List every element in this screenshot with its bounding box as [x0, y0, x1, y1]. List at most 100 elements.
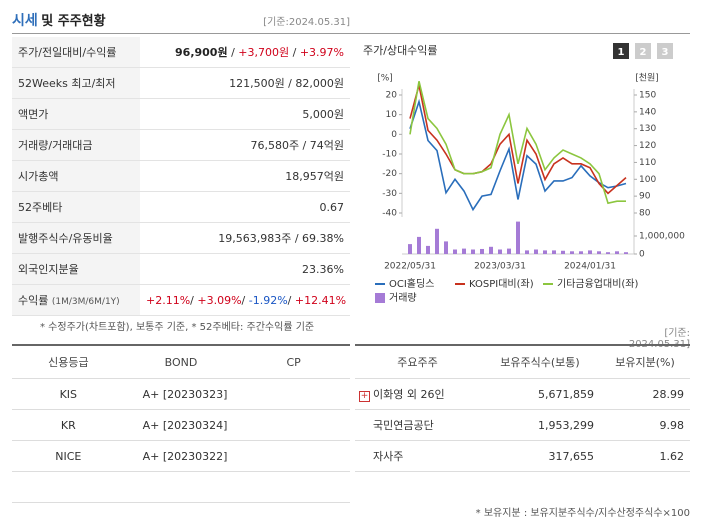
volume-bar: [534, 249, 538, 254]
quote-value: 23.36%: [302, 262, 344, 276]
column-header: CP: [237, 345, 350, 379]
x-tick-label: 2023/03/31: [474, 262, 526, 272]
quote-label: 수익률: [18, 294, 49, 307]
tab[interactable]: [635, 43, 651, 59]
quote-value: /: [241, 293, 249, 307]
credit-cell: KR: [12, 409, 125, 441]
y-tick-label: 20: [386, 91, 398, 101]
credit-cell: A+ [20230324]: [124, 409, 238, 441]
quote-row: 액면가 5,000원: [12, 98, 350, 130]
series-line: [409, 98, 627, 212]
quote-label-cell: 외국인지분율: [12, 253, 140, 285]
y2-tick-label: 80: [639, 209, 651, 219]
quote-value: 76,580주 / 74억원: [250, 139, 344, 152]
expand-icon[interactable]: +: [359, 391, 370, 402]
quote-value: +3.97%: [299, 46, 344, 59]
quote-label: 주가/전일대비/수익률: [18, 46, 117, 59]
quote-value: +3.09%: [197, 293, 242, 307]
quote-value-cell: 18,957억원: [140, 160, 350, 192]
volume-bar: [525, 250, 529, 254]
volume-bar: [552, 250, 556, 254]
y2-tick-label: 120: [639, 141, 656, 151]
credit-row: KR A+ [20230324]: [12, 409, 350, 441]
legend-label: 기타금융업대비(좌): [557, 277, 639, 290]
holder-row: 자사주 317,655 1.62: [355, 440, 690, 472]
holders-note: * 보유지분 : 보유지분주식수/지수산정주식수×100: [475, 508, 690, 519]
holder-shares: 317,655: [480, 440, 600, 472]
quote-value: /: [227, 46, 239, 59]
volume-bar: [489, 246, 493, 254]
tab-label: 1: [618, 47, 625, 58]
quote-label: 액면가: [18, 108, 49, 121]
quote-value-cell: 96,900원 / +3,700원 / +3.97%: [140, 37, 350, 68]
quote-label-cell: 주가/전일대비/수익률: [12, 37, 140, 68]
volume-bar: [426, 245, 430, 254]
holder-shares: 1,953,299: [480, 409, 600, 441]
holder-name: 이화영 외 26인: [373, 388, 445, 401]
series-line: [409, 81, 626, 205]
quote-value: /: [287, 293, 295, 307]
volume-bar: [570, 251, 574, 254]
holder-row: + 이화영 외 26인 5,671,859 28.99: [355, 378, 690, 410]
volume-bar: [444, 241, 448, 254]
volume-bar: [507, 248, 511, 254]
holder-name-cell: 국민연금공단: [355, 409, 480, 441]
quote-label: 외국인지분율: [18, 263, 79, 276]
y-tick-label: -10: [382, 150, 397, 160]
column-header: BOND: [124, 345, 238, 379]
holder-row: 국민연금공단 1,953,299 9.98: [355, 409, 690, 441]
credit-cell: NICE: [12, 440, 125, 472]
volume-bar: [453, 249, 457, 254]
holder-name: 자사주: [373, 450, 404, 463]
quote-value: -1.92%: [248, 293, 288, 307]
credit-row: NICE A+ [20230322]: [12, 440, 350, 472]
holder-name: 국민연금공단: [373, 419, 434, 432]
quote-label-note: (1M/3M/6M/1Y): [51, 297, 120, 307]
tab[interactable]: [613, 43, 629, 59]
quote-label-cell: 거래량/거래대금: [12, 129, 140, 161]
quote-value-cell: 0.67: [140, 191, 350, 223]
quote-label-cell: 발행주식수/유동비율: [12, 222, 140, 254]
quote-value-cell: +2.11%/ +3.09%/ -1.92%/ +12.41%: [140, 284, 350, 316]
y2-axis-label: [천원]: [635, 73, 659, 84]
y2-tick-label: 150: [639, 91, 656, 101]
volume-bar: [471, 249, 475, 254]
header-date: [기준:2024.05.31]: [263, 17, 350, 28]
quote-label-cell: 52Weeks 최고/최저: [12, 67, 140, 99]
legend-label: 거래량: [389, 292, 417, 304]
empty-cell: [12, 471, 125, 503]
volume-bar: [516, 221, 520, 254]
volume-bar: [417, 236, 421, 254]
quote-value-cell: 76,580주 / 74억원: [140, 129, 350, 161]
credit-row: KIS A+ [20230323]: [12, 378, 350, 410]
quote-row: 발행주식수/유동비율 19,563,983주 / 69.38%: [12, 222, 350, 254]
quote-row: 52Weeks 최고/최저 121,500원 / 82,000원: [12, 67, 350, 99]
series-line: [409, 84, 627, 195]
header: 시세 및 주주현황 [기준:2024.05.31]: [12, 10, 350, 32]
volume-tick-label: 1,000,000: [639, 232, 685, 242]
quote-label-cell: 수익률 (1M/3M/6M/1Y): [12, 284, 140, 316]
column-header: 주요주주: [355, 345, 480, 379]
credit-table: 신용등급 BOND CP KIS A+ [20230323] KR A+ [20230324…: [12, 344, 350, 503]
y-tick-label: -30: [382, 189, 397, 199]
column-header: 보유지분(%): [600, 345, 690, 379]
quote-table: 주가/전일대비/수익률 96,900원 / +3,700원 / +3.97% 52W…: [12, 37, 350, 316]
y2-tick-label: 100: [639, 175, 656, 185]
holder-name-cell: + 이화영 외 26인: [355, 378, 480, 410]
volume-bar: [543, 250, 547, 254]
empty-cell: [237, 440, 350, 472]
credit-cell: A+ [20230323]: [124, 378, 238, 410]
volume-tick-label: 0: [639, 250, 645, 260]
tab[interactable]: [657, 43, 673, 59]
volume-bar: [588, 250, 592, 254]
quote-value: /: [289, 46, 300, 59]
quote-value: +3,700원: [238, 46, 290, 59]
quote-value: 18,957억원: [285, 170, 344, 183]
tab-label: 3: [662, 47, 669, 58]
holder-pct: 28.99: [600, 378, 690, 410]
quote-label: 시가총액: [18, 170, 59, 183]
chart: 주가/상대수익률 [%] [천원] 1 2 320100-10-20-30-4015…: [363, 43, 685, 304]
volume-bar: [579, 251, 583, 254]
legend-label: OCI홀딩스: [389, 277, 434, 290]
